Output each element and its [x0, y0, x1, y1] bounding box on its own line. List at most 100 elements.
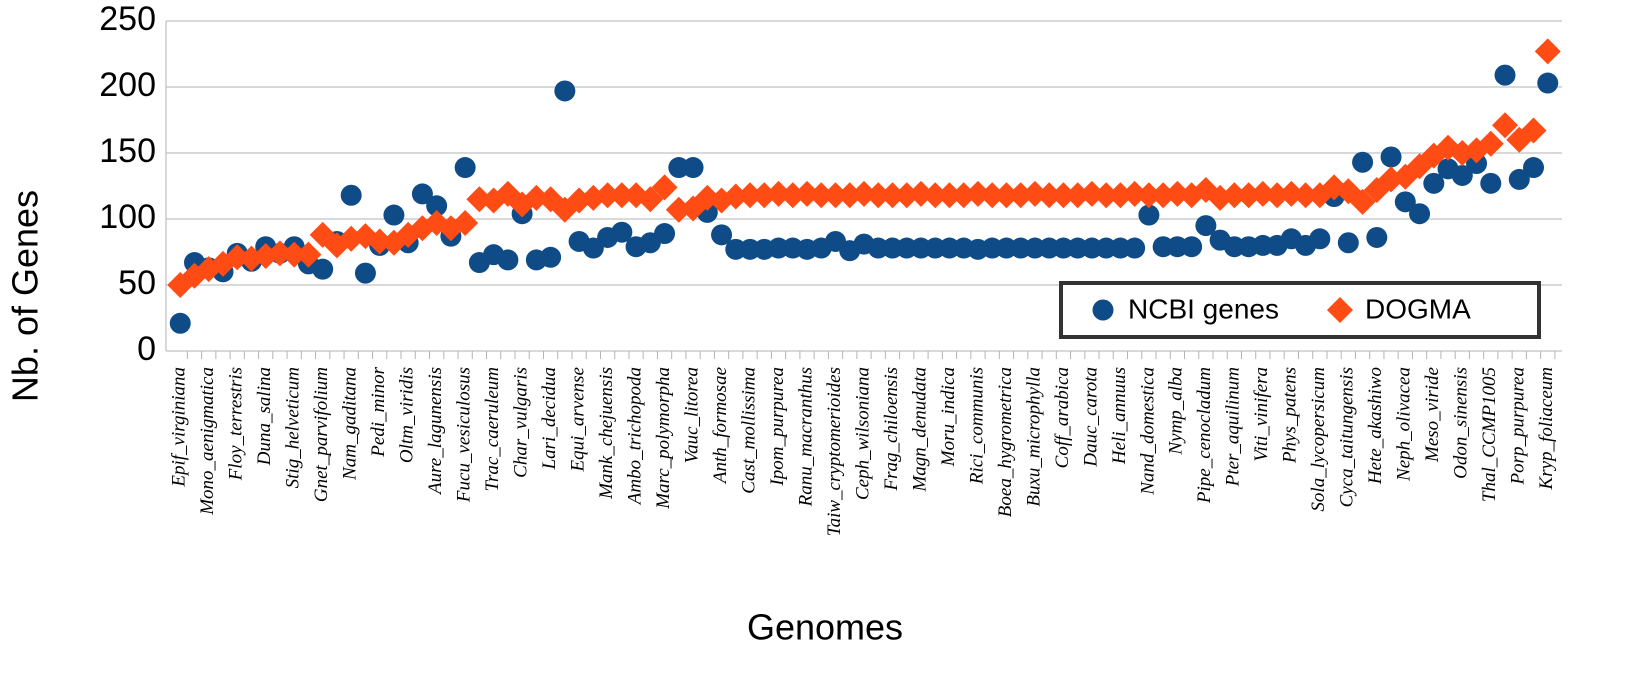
legend-label: NCBI genes — [1128, 293, 1279, 324]
data-point — [922, 182, 949, 209]
data-point — [1466, 153, 1488, 175]
data-point — [383, 204, 405, 226]
x-tick-label: Stig_helveticum — [283, 367, 304, 488]
data-point — [1523, 157, 1545, 179]
data-point — [1195, 215, 1217, 237]
data-point — [1337, 232, 1359, 254]
y-tick-label: 250 — [99, 0, 156, 38]
data-point — [1135, 182, 1162, 209]
x-tick-label: Gnet_parvifolium — [311, 367, 332, 502]
x-tick-label: Heli_annuus — [1109, 367, 1130, 465]
data-point — [281, 241, 308, 268]
legend-label: DOGMA — [1365, 293, 1471, 324]
y-axis-label: Nb. of Genes — [5, 190, 46, 402]
y-tick-label: 150 — [99, 132, 156, 170]
x-tick-label: Nam_gaditana — [340, 367, 361, 481]
x-tick-label: Nand_domestica — [1137, 367, 1158, 496]
x-tick-label: Cast_mollissima — [738, 367, 759, 494]
data-point — [1394, 191, 1416, 213]
x-tick-label: Ceph_wilsoniana — [852, 367, 873, 500]
x-tick-label: Kryp_foliaceum — [1536, 367, 1557, 490]
data-point — [1492, 112, 1519, 139]
data-point — [1423, 172, 1445, 194]
data-point — [1409, 203, 1431, 225]
x-tick-label: Anth_formosae — [710, 367, 731, 485]
data-point — [737, 182, 764, 209]
x-tick-label: Cyca_taitungensis — [1337, 367, 1358, 507]
data-point — [1092, 299, 1114, 321]
data-point — [682, 157, 704, 179]
y-tick-label: 50 — [118, 264, 156, 302]
x-tick-label: Ambo_trichopoda — [624, 367, 645, 506]
data-point — [411, 183, 433, 205]
y-tick-label: 100 — [99, 198, 156, 236]
data-point — [1124, 237, 1146, 259]
x-tick-label: Moru_indica — [938, 367, 959, 467]
data-point — [1138, 204, 1160, 226]
x-tick-label: Thal_CCMP1005 — [1479, 367, 1500, 502]
data-point — [1093, 182, 1120, 209]
x-tick-label: Pipe_cenocladum — [1194, 367, 1215, 504]
data-point — [879, 182, 906, 209]
y-tick-label: 0 — [137, 330, 156, 368]
data-point — [711, 224, 733, 246]
data-point — [1537, 72, 1559, 94]
data-point — [312, 258, 334, 280]
x-tick-label: Equi_arvense — [567, 367, 588, 472]
x-tick-label: Taiw_cryptomerioides — [824, 367, 845, 536]
data-point — [1508, 168, 1530, 190]
data-point — [637, 186, 664, 213]
x-tick-label: Pedi_minor — [368, 366, 389, 457]
data-point — [1480, 172, 1502, 194]
data-point — [1534, 38, 1561, 65]
data-point — [1352, 151, 1374, 173]
x-tick-label: Frag_chiloensis — [881, 367, 902, 492]
data-point — [1494, 64, 1516, 86]
data-point — [169, 312, 191, 334]
data-point — [354, 262, 376, 284]
series — [167, 38, 1561, 298]
legend: NCBI genes DOGMA — [1059, 281, 1541, 339]
data-point — [936, 182, 963, 209]
data-point — [608, 182, 635, 209]
data-point — [594, 182, 621, 209]
x-tick-label: Lari_decidua — [539, 367, 560, 470]
data-point — [1349, 188, 1376, 215]
x-tick-label: Char_vulgaris — [510, 367, 531, 478]
data-point — [654, 223, 676, 245]
data-point — [454, 157, 476, 179]
x-tick-label: Epif_virginiana — [169, 367, 190, 488]
x-tick-label: Oltm_viridis — [397, 367, 418, 463]
data-point — [1181, 236, 1203, 258]
x-tick-label: Buxu_microphylla — [1023, 367, 1044, 507]
x-tick-label: Hete_akashiwo — [1365, 367, 1386, 485]
x-tick-label: Dauc_carota — [1080, 367, 1101, 468]
data-point — [1309, 228, 1331, 250]
data-point — [651, 174, 678, 201]
x-tick-label: Meso_viride — [1422, 367, 1443, 463]
data-point — [540, 246, 562, 268]
data-point — [808, 182, 835, 209]
data-point — [340, 184, 362, 206]
data-point — [452, 209, 479, 236]
x-tick-label: Boea_hygrometrica — [995, 367, 1016, 517]
data-point — [1326, 297, 1353, 323]
x-tick-label: Fucu_vesiculosus — [454, 367, 475, 503]
x-tick-label: Marc_polymorpha — [653, 367, 674, 510]
x-tick-label: Odon_sinensis — [1451, 367, 1472, 479]
x-tick-label: Mono_aenigmatica — [197, 367, 218, 516]
x-tick-label: Nymp_alba — [1166, 367, 1187, 456]
data-point — [1292, 182, 1319, 209]
x-axis-label: Genomes — [747, 607, 903, 648]
x-tick-label: Coff_arabica — [1052, 367, 1073, 468]
data-point — [1451, 164, 1473, 186]
data-point — [993, 182, 1020, 209]
data-point — [554, 80, 576, 102]
x-tick-label: Mank_chejuensis — [596, 367, 617, 500]
x-tick-label: Floy_terrestris — [226, 367, 247, 481]
data-point — [865, 182, 892, 209]
legend-box — [1059, 281, 1541, 339]
x-tick-label: Porp_purpurea — [1508, 367, 1529, 486]
